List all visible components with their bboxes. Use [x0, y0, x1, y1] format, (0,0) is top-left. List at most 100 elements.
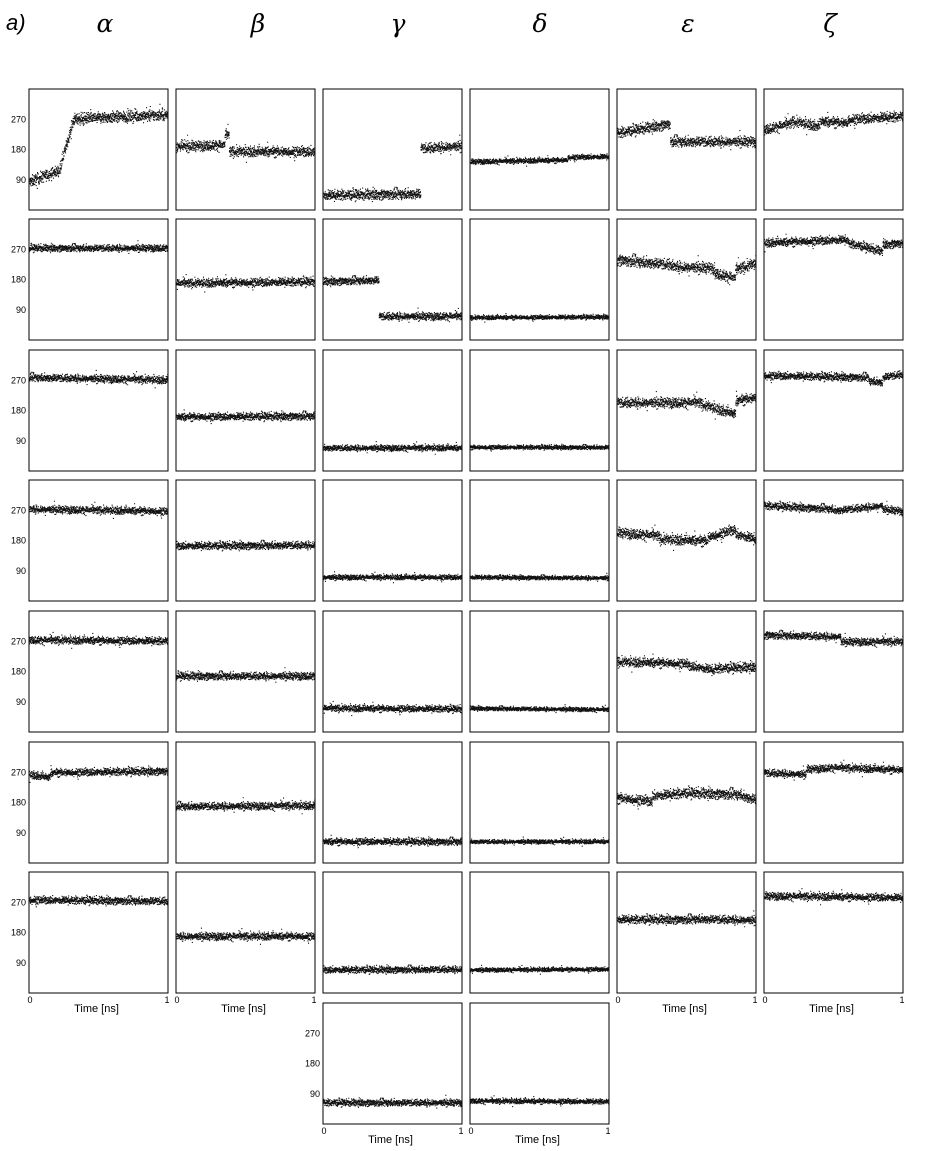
- trace-panel: [763, 88, 904, 211]
- column-header: β: [250, 9, 265, 38]
- y-tick-label: 90: [16, 697, 26, 707]
- panel-frame: [322, 88, 463, 211]
- trace-points: [29, 103, 168, 189]
- panel-frame: [28, 871, 169, 994]
- y-tick-label: 180: [11, 145, 26, 155]
- y-tick-label: 90: [16, 828, 26, 838]
- y-tick-label: 90: [16, 958, 26, 968]
- panel-grid: 90 180 270 90 180 270 90 180 270 90 180 270 90 180 270…: [11, 88, 905, 1146]
- trace-points: [323, 700, 462, 717]
- x-tick-label: 1: [899, 995, 904, 1005]
- panel-frame: [175, 479, 316, 602]
- trace-panel: [322, 741, 463, 864]
- trace-panel: [175, 741, 316, 864]
- trace-points: [470, 704, 609, 714]
- panel-frame: [322, 871, 463, 994]
- trace-panel: [175, 349, 316, 472]
- trace-panel: 90 180 270: [11, 88, 169, 211]
- trace-panel: [175, 88, 316, 211]
- y-tick-label: 180: [11, 406, 26, 416]
- y-tick-label: 90: [16, 436, 26, 446]
- trace-points: [29, 765, 168, 783]
- trace-panel: [322, 218, 463, 341]
- trace-points: [470, 964, 609, 975]
- trace-points: [29, 894, 168, 908]
- trace-points: [176, 123, 315, 163]
- trace-points: [323, 964, 462, 975]
- panel-frame: [763, 741, 904, 864]
- y-tick-label: 90: [16, 566, 26, 576]
- column-header: γ: [391, 9, 406, 38]
- trace-panel: [322, 349, 463, 472]
- trace-points: [764, 370, 903, 387]
- panel-frame: [469, 349, 610, 472]
- y-tick-label: 180: [305, 1059, 320, 1069]
- column-header: δ: [532, 9, 547, 38]
- trace-points: [764, 888, 903, 906]
- y-tick-label: 180: [11, 798, 26, 808]
- y-tick-label: 270: [305, 1028, 320, 1038]
- trace-points: [617, 253, 756, 286]
- trace-points: [617, 390, 756, 420]
- trace-panel: [616, 88, 757, 211]
- trace-panel: 90 180 270 0 1 Time [ns]: [11, 871, 170, 1015]
- trace-panel: 90 180 270: [11, 349, 169, 472]
- trace-points: [323, 275, 462, 323]
- trace-panel: 0 1 Time [ns]: [762, 871, 905, 1015]
- x-tick-label: 0: [762, 995, 767, 1005]
- trace-panel: [469, 349, 610, 472]
- panel-frame: [616, 871, 757, 994]
- column-header: α: [97, 9, 114, 38]
- trace-points: [176, 927, 315, 945]
- trace-points: [470, 836, 609, 847]
- trace-points: [764, 759, 903, 781]
- x-axis-title: Time [ns]: [221, 1003, 266, 1015]
- column-header: ζ: [823, 9, 838, 38]
- trace-points: [617, 119, 756, 151]
- y-tick-label: 270: [11, 244, 26, 254]
- y-tick-label: 180: [11, 667, 26, 677]
- x-tick-label: 0: [27, 995, 32, 1005]
- column-header: ε: [681, 9, 694, 38]
- panel-frame: [763, 871, 904, 994]
- x-tick-label: 1: [164, 995, 169, 1005]
- trace-points: [176, 539, 315, 552]
- panel-frame: [28, 741, 169, 864]
- panel-frame: [175, 871, 316, 994]
- trace-panel: [616, 479, 757, 602]
- x-tick-label: 1: [752, 995, 757, 1005]
- trace-panel: 0 1 Time [ns]: [174, 871, 317, 1015]
- y-tick-label: 90: [310, 1089, 320, 1099]
- panel-frame: [469, 218, 610, 341]
- trace-points: [470, 313, 609, 323]
- panel-frame: [28, 349, 169, 472]
- trace-panel: [616, 218, 757, 341]
- x-tick-label: 0: [468, 1126, 473, 1136]
- trace-points: [764, 233, 903, 256]
- panel-frame: [469, 1002, 610, 1125]
- panel-frame: [616, 218, 757, 341]
- x-axis-title: Time [ns]: [368, 1134, 413, 1146]
- trace-points: [29, 369, 168, 389]
- panel-frame: [469, 479, 610, 602]
- x-tick-label: 0: [174, 995, 179, 1005]
- y-tick-label: 270: [11, 897, 26, 907]
- trace-points: [176, 409, 315, 425]
- trace-panel: [763, 218, 904, 341]
- panel-frame: [28, 610, 169, 733]
- trace-points: [470, 443, 609, 452]
- x-axis-title: Time [ns]: [74, 1003, 119, 1015]
- trace-panel: 90 180 270: [11, 741, 169, 864]
- trace-points: [470, 1095, 609, 1108]
- panel-frame: [763, 479, 904, 602]
- panel-frame: [616, 741, 757, 864]
- trace-points: [29, 500, 168, 519]
- trace-points: [323, 571, 462, 584]
- panel-frame: [469, 88, 610, 211]
- column-headers: α β γ δ ε ζ: [97, 9, 839, 38]
- panel-frame: [616, 610, 757, 733]
- trace-panel: [469, 610, 610, 733]
- trace-points: [617, 785, 756, 810]
- x-axis-title: Time [ns]: [809, 1003, 854, 1015]
- panel-frame: [322, 349, 463, 472]
